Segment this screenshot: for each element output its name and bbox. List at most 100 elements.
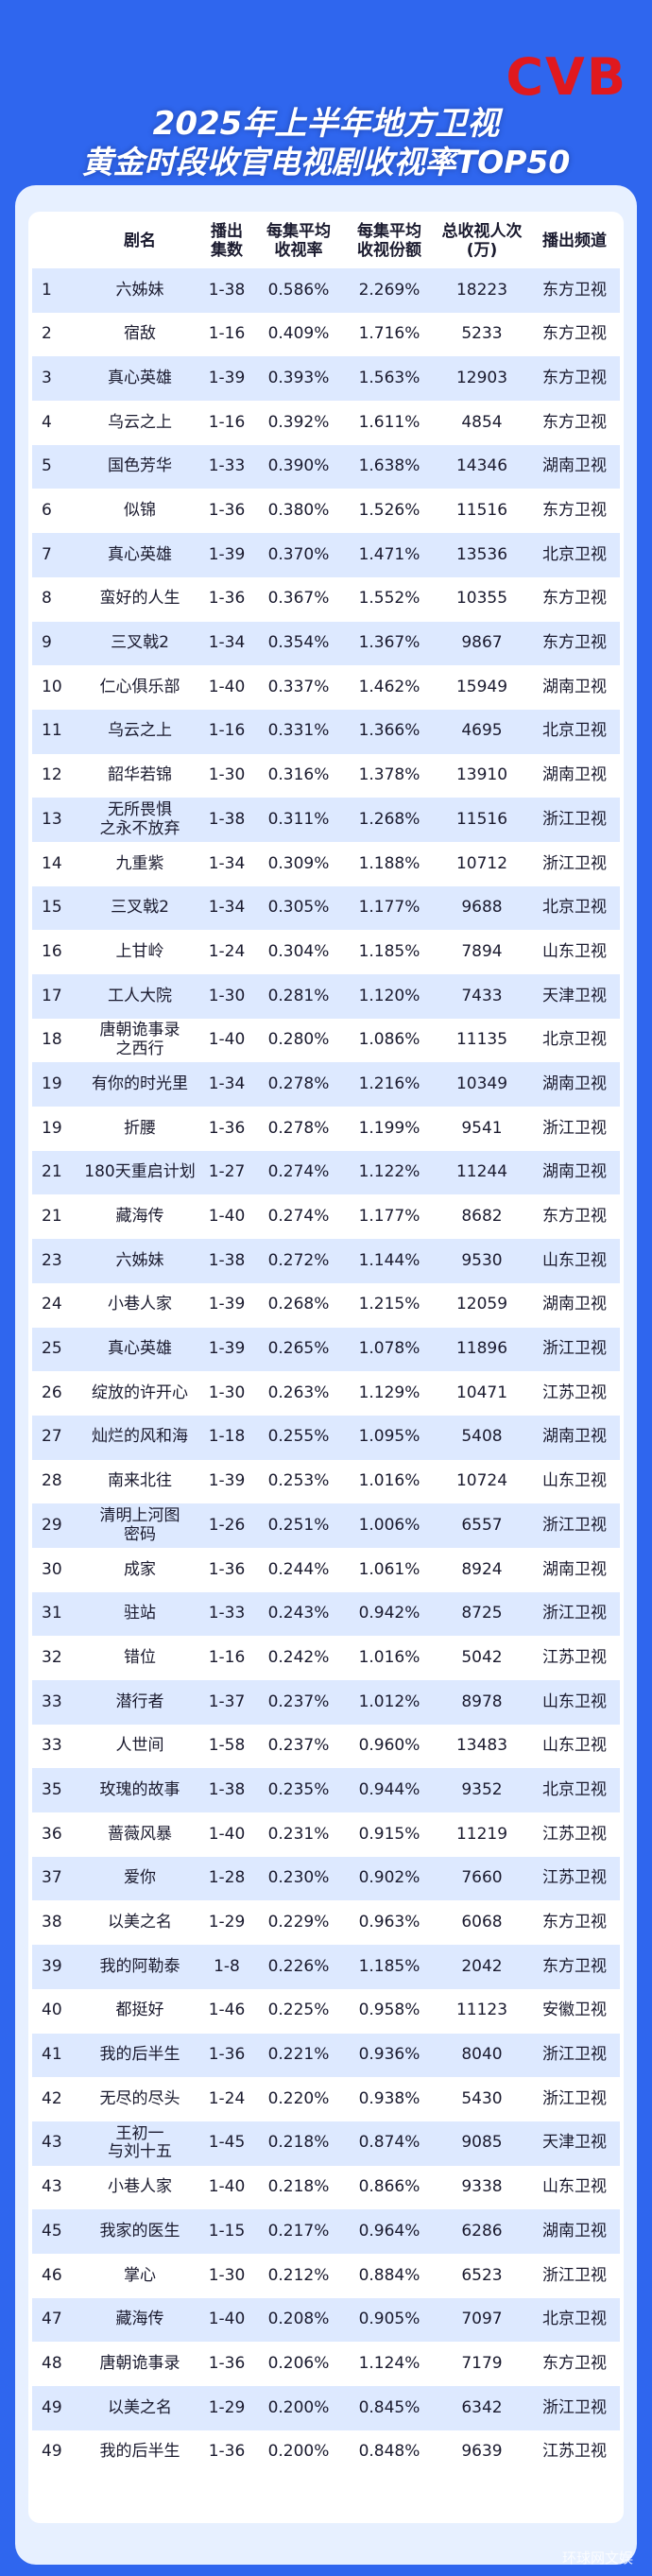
episodes-cell: 1-40 bbox=[200, 1018, 253, 1063]
rank-cell: 21 bbox=[32, 1150, 79, 1195]
avg-rating-cell: 0.237% bbox=[253, 1724, 344, 1769]
rank-cell: 33 bbox=[32, 1680, 79, 1725]
avg-rating-cell: 0.274% bbox=[253, 1150, 344, 1195]
channel-cell: 东方卫视 bbox=[529, 312, 620, 357]
avg-share-cell: 1.366% bbox=[344, 709, 435, 754]
avg-share-cell: 1.086% bbox=[344, 1018, 435, 1063]
episodes-cell: 1-45 bbox=[200, 2121, 253, 2166]
total-viewers-cell: 4854 bbox=[435, 401, 529, 445]
total-viewers-cell: 8682 bbox=[435, 1194, 529, 1240]
title-cell: 国色芳华 bbox=[79, 444, 200, 489]
total-viewers-cell: 6286 bbox=[435, 2209, 529, 2254]
avg-rating-cell: 0.265% bbox=[253, 1327, 344, 1372]
channel-cell: 浙江卫视 bbox=[529, 798, 620, 842]
channel-cell: 湖南卫视 bbox=[529, 665, 620, 710]
avg-share-cell: 0.902% bbox=[344, 1856, 435, 1901]
total-viewers-cell: 18223 bbox=[435, 268, 529, 313]
rank-cell: 37 bbox=[32, 1856, 79, 1901]
avg-rating-cell: 0.268% bbox=[253, 1282, 344, 1328]
table-row: 32 错位 1-16 0.242% 1.016% 5042 江苏卫视 bbox=[32, 1636, 620, 1680]
channel-cell: 江苏卫视 bbox=[529, 1856, 620, 1901]
rank-cell: 3 bbox=[32, 356, 79, 402]
table-row: 27 灿烂的风和海 1-18 0.255% 1.095% 5408 湖南卫视 bbox=[32, 1415, 620, 1460]
table-row: 21 180天重启计划 1-27 0.274% 1.122% 11244 湖南卫视 bbox=[32, 1150, 620, 1195]
channel-cell: 东方卫视 bbox=[529, 2342, 620, 2386]
total-viewers-cell: 5233 bbox=[435, 312, 529, 357]
avg-share-cell: 1.188% bbox=[344, 841, 435, 886]
title-cell: 潜行者 bbox=[79, 1680, 200, 1725]
header-channel: 播出频道 bbox=[542, 232, 607, 251]
channel-cell: 江苏卫视 bbox=[529, 1371, 620, 1416]
episodes-cell: 1-34 bbox=[200, 1062, 253, 1108]
table-header-row: 剧名 播出 集数 每集平均 收视率 每集平均 收视份额 总收视人次 (万) 播出… bbox=[32, 215, 620, 268]
rank-cell: 23 bbox=[32, 1239, 79, 1283]
rank-cell: 32 bbox=[32, 1636, 79, 1680]
avg-share-cell: 0.944% bbox=[344, 1768, 435, 1813]
rank-cell: 36 bbox=[32, 1812, 79, 1857]
total-viewers-cell: 15949 bbox=[435, 665, 529, 710]
episodes-cell: 1-39 bbox=[200, 1282, 253, 1328]
avg-rating-cell: 0.393% bbox=[253, 356, 344, 402]
total-viewers-cell: 6068 bbox=[435, 1900, 529, 1946]
avg-share-cell: 0.936% bbox=[344, 2033, 435, 2078]
table-row: 46 掌心 1-30 0.212% 0.884% 6523 浙江卫视 bbox=[32, 2253, 620, 2298]
header-avg-share: 每集平均 收视份额 bbox=[357, 222, 421, 260]
title-cell: 乌云之上 bbox=[79, 401, 200, 445]
title-cell: 乌云之上 bbox=[79, 709, 200, 754]
title-cell: 似锦 bbox=[79, 489, 200, 534]
avg-rating-cell: 0.208% bbox=[253, 2297, 344, 2343]
rank-cell: 43 bbox=[32, 2165, 79, 2210]
title-cell: 南来北往 bbox=[79, 1459, 200, 1504]
avg-share-cell: 1.378% bbox=[344, 753, 435, 799]
avg-rating-cell: 0.206% bbox=[253, 2342, 344, 2386]
title-cell: 我的阿勒泰 bbox=[79, 1945, 200, 1989]
table-row: 33 人世间 1-58 0.237% 0.960% 13483 山东卫视 bbox=[32, 1724, 620, 1769]
channel-cell: 东方卫视 bbox=[529, 401, 620, 445]
title-cell: 藏海传 bbox=[79, 1194, 200, 1240]
avg-share-cell: 1.122% bbox=[344, 1150, 435, 1195]
title-cell: 王初一 与刘十五 bbox=[79, 2121, 200, 2166]
channel-cell: 安徽卫视 bbox=[529, 1988, 620, 2034]
channel-cell: 东方卫视 bbox=[529, 356, 620, 402]
total-viewers-cell: 9688 bbox=[435, 885, 529, 931]
rank-cell: 19 bbox=[32, 1107, 79, 1151]
title-cell: 小巷人家 bbox=[79, 2165, 200, 2210]
table-row: 3 真心英雄 1-39 0.393% 1.563% 12903 东方卫视 bbox=[32, 356, 620, 402]
total-viewers-cell: 11516 bbox=[435, 489, 529, 534]
rank-cell: 15 bbox=[32, 885, 79, 931]
total-viewers-cell: 7097 bbox=[435, 2297, 529, 2343]
episodes-cell: 1-36 bbox=[200, 2342, 253, 2386]
title-cell: 我家的医生 bbox=[79, 2209, 200, 2254]
episodes-cell: 1-58 bbox=[200, 1724, 253, 1769]
episodes-cell: 1-36 bbox=[200, 1107, 253, 1151]
avg-share-cell: 2.269% bbox=[344, 268, 435, 313]
episodes-cell: 1-8 bbox=[200, 1945, 253, 1989]
avg-rating-cell: 0.409% bbox=[253, 312, 344, 357]
table-row: 21 藏海传 1-40 0.274% 1.177% 8682 东方卫视 bbox=[32, 1194, 620, 1240]
episodes-cell: 1-39 bbox=[200, 1327, 253, 1372]
avg-share-cell: 1.611% bbox=[344, 401, 435, 445]
table-row: 18 唐朝诡事录 之西行 1-40 0.280% 1.086% 11135 北京卫视 bbox=[32, 1018, 620, 1063]
title-cell: 绽放的许开心 bbox=[79, 1371, 200, 1416]
table-row: 28 南来北往 1-39 0.253% 1.016% 10724 山东卫视 bbox=[32, 1459, 620, 1504]
rank-cell: 5 bbox=[32, 444, 79, 489]
channel-cell: 北京卫视 bbox=[529, 709, 620, 754]
avg-rating-cell: 0.237% bbox=[253, 1680, 344, 1725]
avg-share-cell: 1.638% bbox=[344, 444, 435, 489]
rank-cell: 49 bbox=[32, 2386, 79, 2430]
total-viewers-cell: 6557 bbox=[435, 1503, 529, 1548]
channel-cell: 东方卫视 bbox=[529, 1945, 620, 1989]
avg-share-cell: 1.185% bbox=[344, 1945, 435, 1989]
episodes-cell: 1-40 bbox=[200, 1812, 253, 1857]
total-viewers-cell: 11896 bbox=[435, 1327, 529, 1372]
total-viewers-cell: 9338 bbox=[435, 2165, 529, 2210]
episodes-cell: 1-40 bbox=[200, 665, 253, 710]
rank-cell: 25 bbox=[32, 1327, 79, 1372]
title-cell: 九重紫 bbox=[79, 841, 200, 886]
total-viewers-cell: 13536 bbox=[435, 533, 529, 577]
table-row: 2 宿敌 1-16 0.409% 1.716% 5233 东方卫视 bbox=[32, 312, 620, 357]
episodes-cell: 1-30 bbox=[200, 753, 253, 799]
title-cell: 以美之名 bbox=[79, 2386, 200, 2430]
table-row: 24 小巷人家 1-39 0.268% 1.215% 12059 湖南卫视 bbox=[32, 1282, 620, 1328]
rank-cell: 18 bbox=[32, 1018, 79, 1063]
